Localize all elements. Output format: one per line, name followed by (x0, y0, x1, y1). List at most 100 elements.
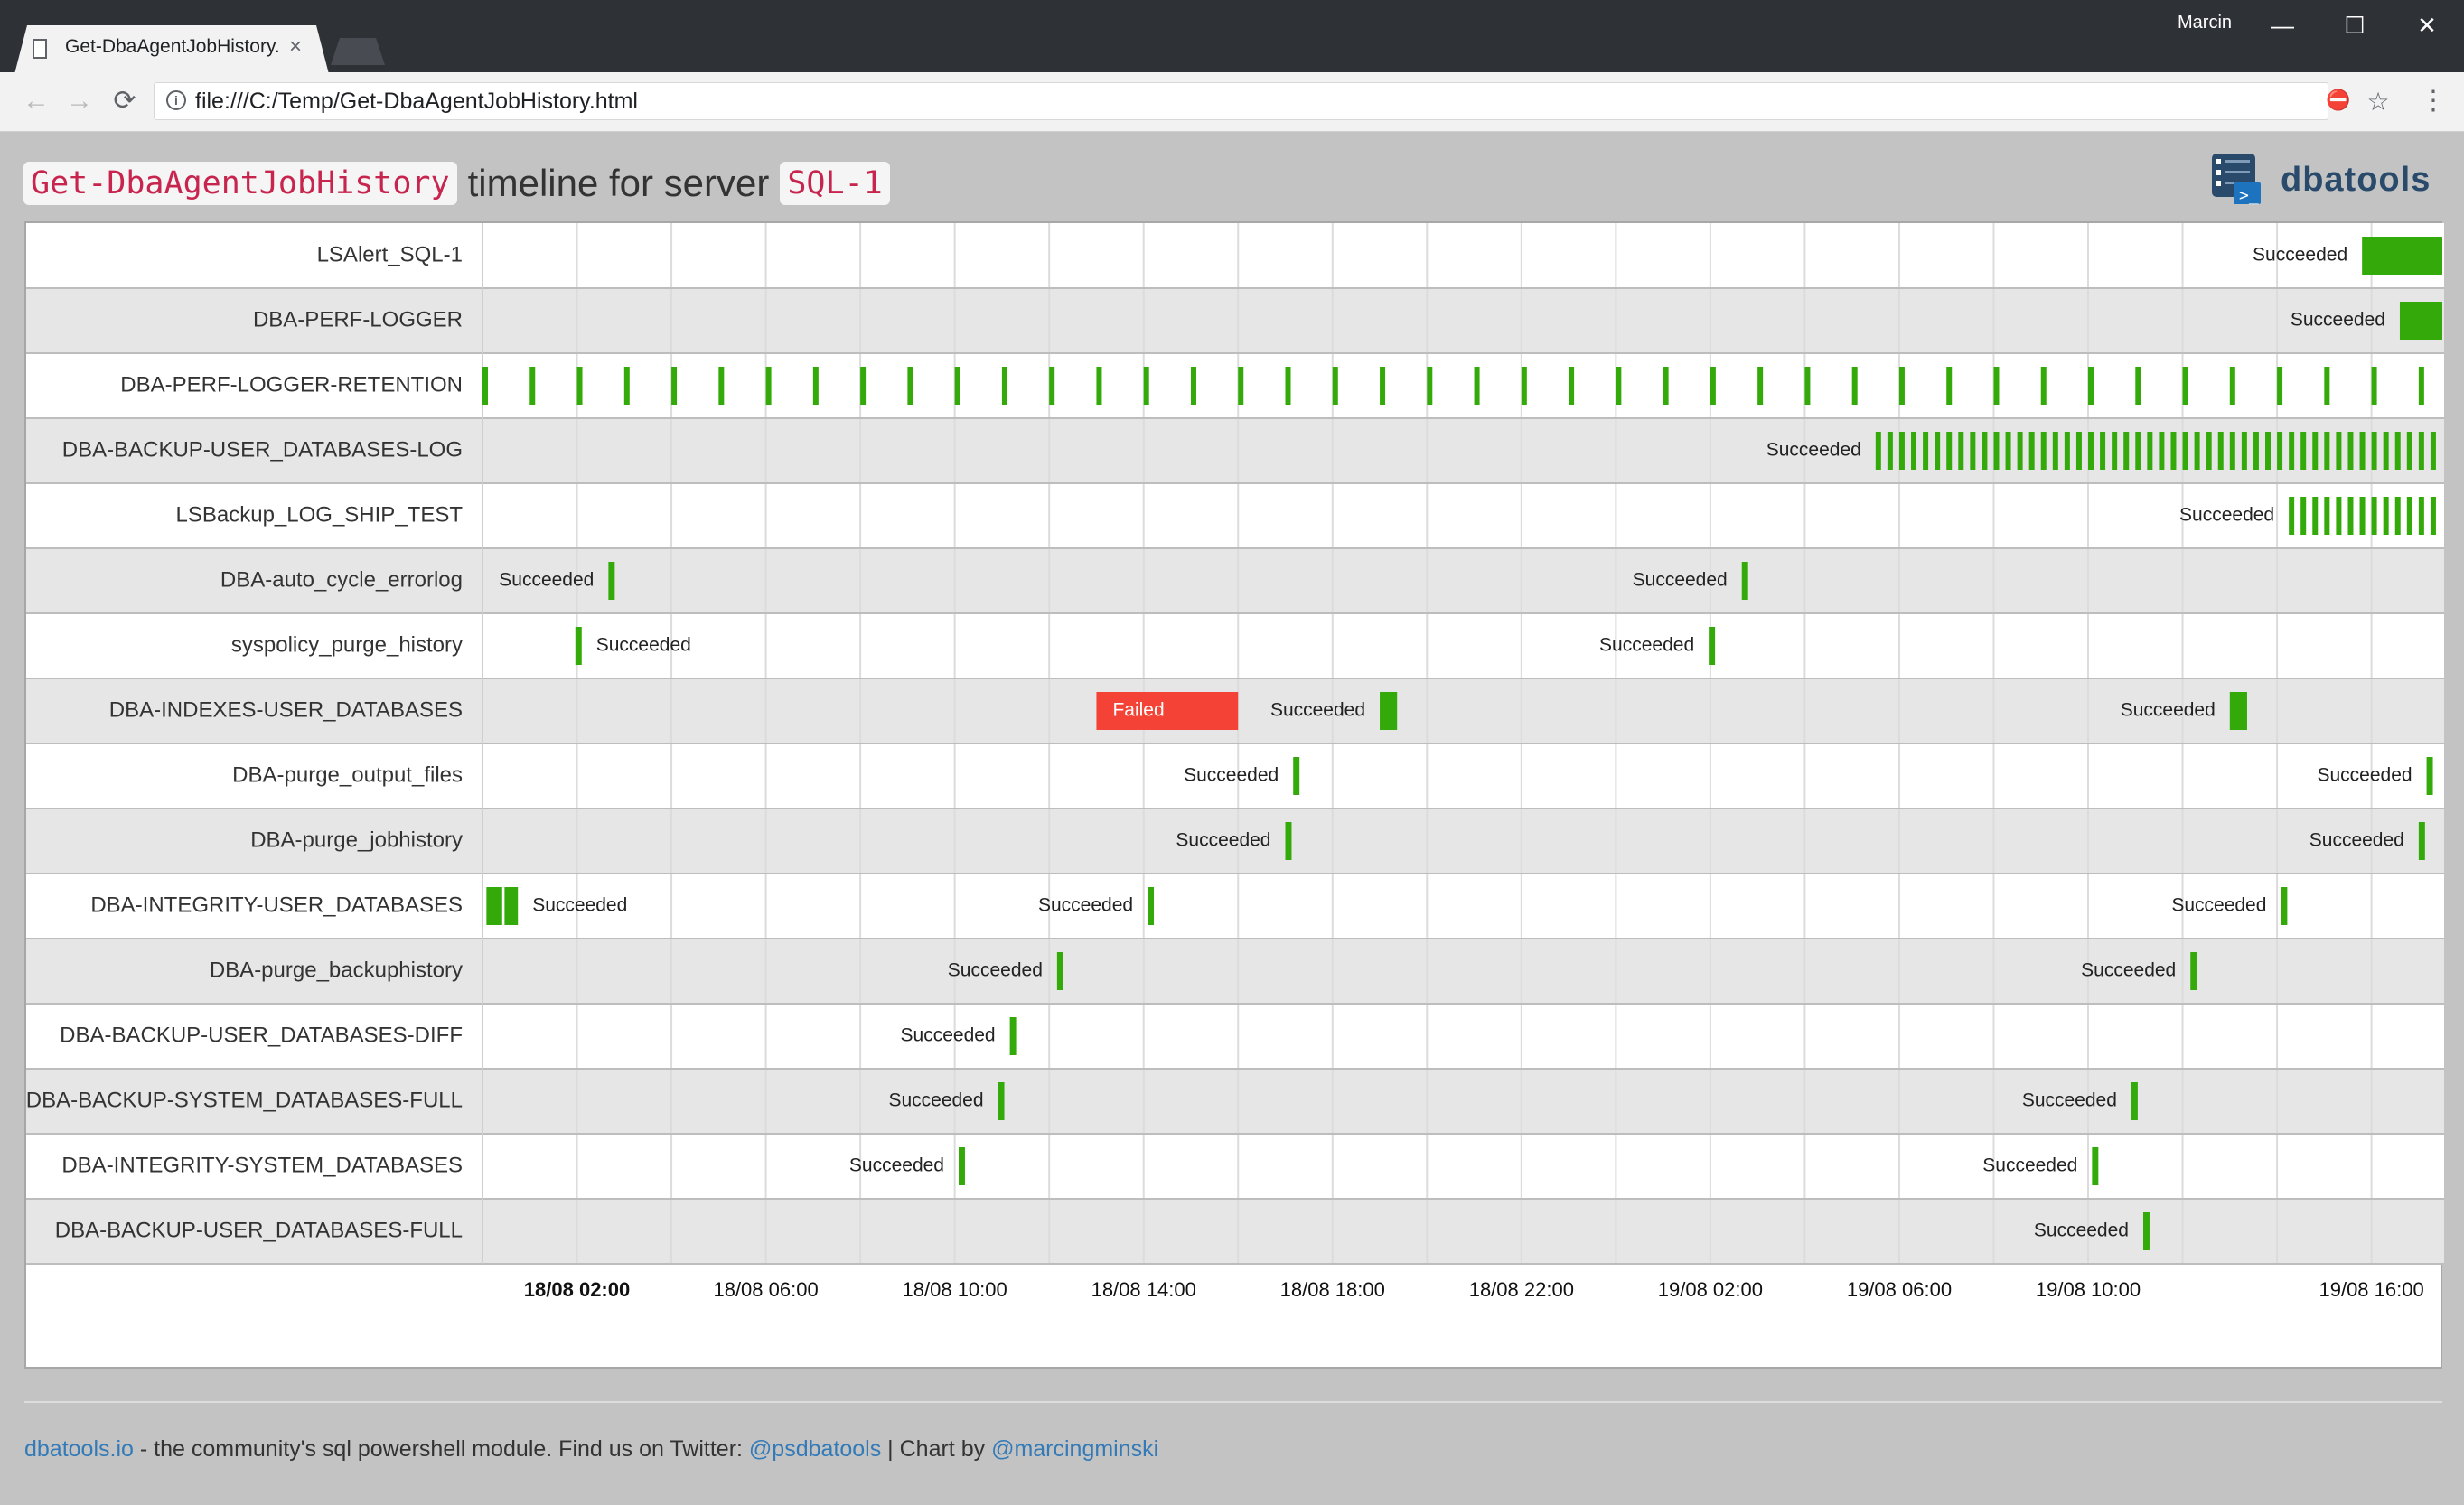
succeeded-bar[interactable] (529, 367, 536, 405)
info-icon[interactable]: i (166, 90, 186, 110)
succeeded-bar[interactable] (1616, 367, 1622, 405)
succeeded-bar[interactable] (2052, 432, 2058, 470)
succeeded-bar[interactable] (504, 887, 519, 925)
succeeded-bar[interactable] (2100, 432, 2106, 470)
succeeded-bar[interactable] (1946, 432, 1953, 470)
succeeded-bar[interactable] (2371, 432, 2377, 470)
succeeded-bar[interactable] (575, 627, 582, 665)
succeeded-bar[interactable] (1709, 627, 1716, 665)
succeeded-bar[interactable] (608, 562, 615, 600)
succeeded-bar[interactable] (2135, 432, 2141, 470)
succeeded-bar[interactable] (2336, 497, 2342, 535)
succeeded-bar[interactable] (2324, 367, 2330, 405)
succeeded-bar[interactable] (1741, 562, 1748, 600)
succeeded-bar[interactable] (2135, 367, 2141, 405)
succeeded-bar[interactable] (1332, 367, 1338, 405)
tab-close-icon[interactable]: × (289, 34, 303, 59)
minimize-icon[interactable]: — (2271, 12, 2294, 39)
succeeded-bar[interactable] (482, 367, 488, 405)
succeeded-bar[interactable] (2324, 497, 2330, 535)
maximize-icon[interactable]: ☐ (2344, 12, 2366, 39)
succeeded-bar[interactable] (2394, 432, 2401, 470)
succeeded-bar[interactable] (1911, 432, 1917, 470)
succeeded-bar[interactable] (2170, 432, 2177, 470)
succeeded-bar[interactable] (2394, 497, 2401, 535)
tab-title[interactable]: Get-DbaAgentJobHistory.html (65, 36, 278, 57)
succeeded-bar[interactable] (1001, 367, 1007, 405)
succeeded-bar[interactable] (2324, 432, 2330, 470)
reload-icon[interactable]: ⟳ (113, 86, 136, 116)
succeeded-bar[interactable] (2371, 367, 2377, 405)
succeeded-bar[interactable] (1143, 367, 1149, 405)
succeeded-bar[interactable] (1293, 757, 1300, 795)
succeeded-bar[interactable] (2418, 367, 2424, 405)
succeeded-bar[interactable] (2383, 432, 2389, 470)
succeeded-bar[interactable] (1935, 432, 1941, 470)
succeeded-bar[interactable] (2277, 432, 2283, 470)
succeeded-bar[interactable] (2147, 432, 2153, 470)
succeeded-bar[interactable] (1851, 367, 1858, 405)
succeeded-bar[interactable] (1757, 367, 1764, 405)
succeeded-bar[interactable] (2281, 887, 2288, 925)
succeeded-bar[interactable] (2112, 432, 2118, 470)
succeeded-bar[interactable] (1923, 432, 1929, 470)
succeeded-bar[interactable] (2312, 432, 2319, 470)
succeeded-bar[interactable] (2362, 237, 2442, 275)
succeeded-bar[interactable] (2064, 432, 2070, 470)
succeeded-bar[interactable] (1569, 367, 1575, 405)
dbatools-link[interactable]: dbatools.io (24, 1436, 134, 1462)
succeeded-bar[interactable] (2040, 432, 2047, 470)
succeeded-bar[interactable] (2182, 432, 2188, 470)
failed-bar[interactable] (1096, 692, 1239, 730)
succeeded-bar[interactable] (2088, 432, 2094, 470)
succeeded-bar[interactable] (2229, 367, 2235, 405)
succeeded-bar[interactable] (2075, 432, 2082, 470)
succeeded-bar[interactable] (1285, 822, 1292, 860)
succeeded-bar[interactable] (860, 367, 867, 405)
close-window-icon[interactable]: ✕ (2417, 12, 2437, 39)
succeeded-bar[interactable] (2028, 432, 2035, 470)
succeeded-bar[interactable] (907, 367, 913, 405)
forward-arrow-icon[interactable]: → (66, 86, 93, 116)
succeeded-bar[interactable] (1804, 367, 1811, 405)
succeeded-bar[interactable] (671, 367, 678, 405)
succeeded-bar[interactable] (2194, 432, 2200, 470)
succeeded-bar[interactable] (2426, 757, 2433, 795)
succeeded-bar[interactable] (1521, 367, 1527, 405)
succeeded-bar[interactable] (2418, 432, 2424, 470)
succeeded-bar[interactable] (2182, 367, 2188, 405)
succeeded-bar[interactable] (2289, 432, 2295, 470)
succeeded-bar[interactable] (2005, 432, 2011, 470)
succeeded-bar[interactable] (2040, 367, 2047, 405)
bookmark-star-icon[interactable]: ☆ (2366, 88, 2390, 116)
succeeded-bar[interactable] (765, 367, 772, 405)
succeeded-bar[interactable] (718, 367, 725, 405)
new-tab-button[interactable] (331, 38, 385, 65)
profile-name[interactable]: Marcin (2178, 13, 2233, 33)
succeeded-bar[interactable] (2241, 432, 2247, 470)
address-bar[interactable] (154, 82, 2328, 120)
succeeded-bar[interactable] (1887, 432, 1893, 470)
author-link[interactable]: @marcingminski (991, 1436, 1159, 1462)
succeeded-bar[interactable] (2312, 497, 2319, 535)
succeeded-bar[interactable] (2371, 497, 2377, 535)
succeeded-bar[interactable] (1993, 432, 2000, 470)
twitter-link[interactable]: @psdbatools (748, 1436, 882, 1462)
succeeded-bar[interactable] (2017, 432, 2023, 470)
succeeded-bar[interactable] (2359, 497, 2366, 535)
succeeded-bar[interactable] (1380, 692, 1398, 730)
succeeded-bar[interactable] (1875, 432, 1881, 470)
succeeded-bar[interactable] (2300, 432, 2307, 470)
succeeded-bar[interactable] (2418, 497, 2424, 535)
succeeded-bar[interactable] (2092, 1147, 2099, 1185)
succeeded-bar[interactable] (1148, 887, 1155, 925)
back-arrow-icon[interactable]: ← (23, 86, 50, 116)
succeeded-bar[interactable] (1285, 367, 1291, 405)
succeeded-bar[interactable] (2359, 432, 2366, 470)
succeeded-bar[interactable] (1898, 432, 1905, 470)
succeeded-bar[interactable] (1970, 432, 1976, 470)
succeeded-bar[interactable] (1710, 367, 1716, 405)
succeeded-bar[interactable] (2253, 432, 2259, 470)
succeeded-bar[interactable] (1427, 367, 1433, 405)
succeeded-bar[interactable] (2430, 432, 2436, 470)
